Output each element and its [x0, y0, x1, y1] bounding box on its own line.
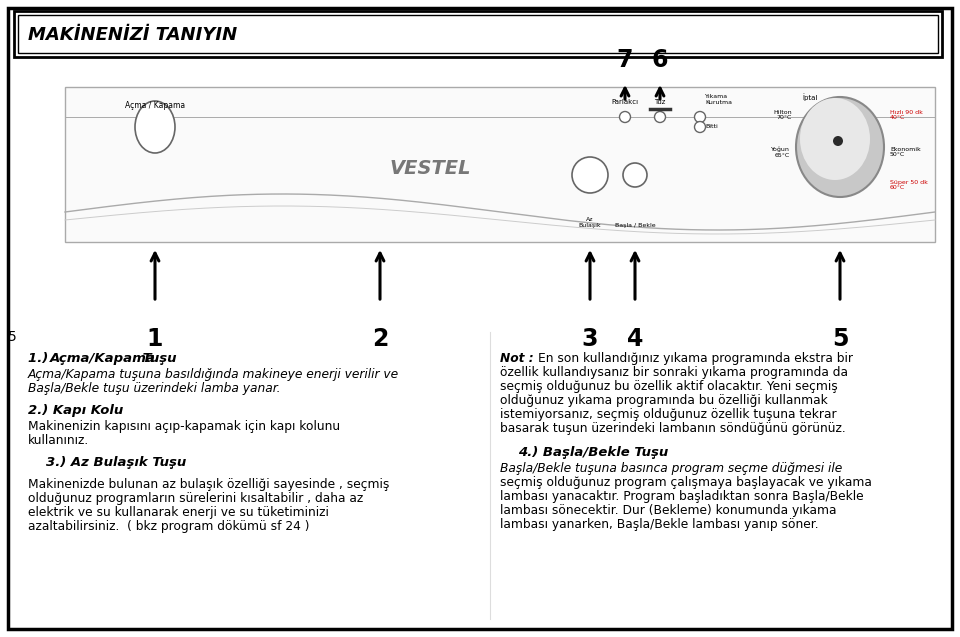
Ellipse shape — [800, 98, 870, 180]
Text: En son kullandığınız yıkama programında ekstra bir: En son kullandığınız yıkama programında … — [538, 352, 853, 365]
Bar — [65, 87, 935, 242]
Text: olduğunuz programların sürelerini kısaltabilir , daha az: olduğunuz programların sürelerini kısalt… — [28, 492, 363, 505]
Text: 6: 6 — [652, 48, 668, 72]
Text: Süper 50 dk
60°C: Süper 50 dk 60°C — [890, 180, 928, 190]
Text: seçmiş olduğunuz bu özellik aktif olacaktır. Yeni seçmiş: seçmiş olduğunuz bu özellik aktif olacak… — [500, 380, 838, 393]
Text: Açma/Kapama: Açma/Kapama — [50, 352, 156, 365]
Text: Yıkama
Kurutma: Yıkama Kurutma — [705, 94, 732, 105]
Text: kullanınız.: kullanınız. — [28, 434, 89, 447]
Text: İptal: İptal — [803, 93, 818, 101]
Text: Makinenizin kapısını açıp-kapamak için kapı kolunu: Makinenizin kapısını açıp-kapamak için k… — [28, 420, 340, 433]
Text: Not :: Not : — [500, 352, 534, 365]
Circle shape — [694, 111, 706, 122]
Circle shape — [655, 111, 665, 122]
Text: Az
Bulaşık: Az Bulaşık — [579, 217, 601, 228]
Text: Ekonomik
50°C: Ekonomik 50°C — [890, 147, 921, 157]
Text: lambası yanarken, Başla/Bekle lambası yanıp söner.: lambası yanarken, Başla/Bekle lambası ya… — [500, 518, 819, 531]
Text: Yoğun
65°C: Yoğun 65°C — [771, 147, 790, 157]
Text: 5: 5 — [8, 330, 16, 344]
Text: Başla/Bekle tuşu üzerindeki lamba yanar.: Başla/Bekle tuşu üzerindeki lamba yanar. — [28, 382, 280, 395]
Text: azaltabilirsiniz.  ( bkz program dökümü sf 24 ): azaltabilirsiniz. ( bkz program dökümü s… — [28, 520, 309, 533]
Text: 3: 3 — [582, 327, 598, 351]
Text: Hızlı 90 dk
40°C: Hızlı 90 dk 40°C — [890, 110, 923, 120]
Text: Başla/Bekle tuşuna basınca program seçme düğmesi ile: Başla/Bekle tuşuna basınca program seçme… — [500, 462, 842, 475]
Circle shape — [833, 136, 843, 146]
Text: MAKİNENİZİ TANIYIN: MAKİNENİZİ TANIYIN — [28, 26, 237, 44]
Ellipse shape — [796, 97, 884, 197]
Text: olduğunuz yıkama programında bu özelliği kullanmak: olduğunuz yıkama programında bu özelliği… — [500, 394, 828, 407]
Text: 2.) Kapı Kolu: 2.) Kapı Kolu — [28, 404, 123, 417]
Text: VESTEL: VESTEL — [389, 159, 470, 178]
Text: Açma / Kapama: Açma / Kapama — [125, 101, 185, 110]
Circle shape — [694, 122, 706, 132]
Text: 5: 5 — [831, 327, 849, 351]
Text: Tuşu: Tuşu — [138, 352, 177, 365]
Circle shape — [623, 163, 647, 187]
Circle shape — [619, 111, 631, 122]
Text: elektrik ve su kullanarak enerji ve su tüketiminizi: elektrik ve su kullanarak enerji ve su t… — [28, 506, 329, 519]
Text: 4.) Başla/Bekle Tuşu: 4.) Başla/Bekle Tuşu — [518, 446, 668, 459]
Text: 3.) Az Bulaşık Tuşu: 3.) Az Bulaşık Tuşu — [46, 456, 186, 469]
Text: Parlakcı: Parlakcı — [612, 99, 638, 105]
Text: özellik kullandıysanız bir sonraki yıkama programında da: özellik kullandıysanız bir sonraki yıkam… — [500, 366, 848, 379]
Text: istemiyorsanız, seçmiş olduğunuz özellik tuşuna tekrar: istemiyorsanız, seçmiş olduğunuz özellik… — [500, 408, 836, 421]
Text: Bitti: Bitti — [705, 124, 718, 129]
Bar — [18, 15, 938, 53]
Circle shape — [572, 157, 608, 193]
Text: 1.): 1.) — [28, 352, 53, 365]
Text: basarak tuşun üzerindeki lambanın söndüğünü görünüz.: basarak tuşun üzerindeki lambanın söndüğ… — [500, 422, 846, 435]
Text: Hilton
70°C: Hilton 70°C — [774, 110, 792, 120]
Text: seçmiş olduğunuz program çalışmaya başlayacak ve yıkama: seçmiş olduğunuz program çalışmaya başla… — [500, 476, 872, 489]
Text: Tuz: Tuz — [655, 99, 665, 105]
Text: Makinenizde bulunan az bulaşık özelliği sayesinde , seçmiş: Makinenizde bulunan az bulaşık özelliği … — [28, 478, 390, 491]
Text: 2: 2 — [372, 327, 388, 351]
Text: 7: 7 — [616, 48, 634, 72]
Text: lambası sönecektir. Dur (Bekleme) konumunda yıkama: lambası sönecektir. Dur (Bekleme) konumu… — [500, 504, 836, 517]
Text: Açma/Kapama tuşuna basıldığında makineye enerji verilir ve: Açma/Kapama tuşuna basıldığında makineye… — [28, 368, 399, 381]
Text: lambası yanacaktır. Program başladıktan sonra Başla/Bekle: lambası yanacaktır. Program başladıktan … — [500, 490, 864, 503]
Ellipse shape — [135, 101, 175, 153]
Bar — [14, 11, 942, 57]
Text: 4: 4 — [627, 327, 643, 351]
Text: Başla / Bekle: Başla / Bekle — [614, 223, 656, 228]
Text: 1: 1 — [147, 327, 163, 351]
